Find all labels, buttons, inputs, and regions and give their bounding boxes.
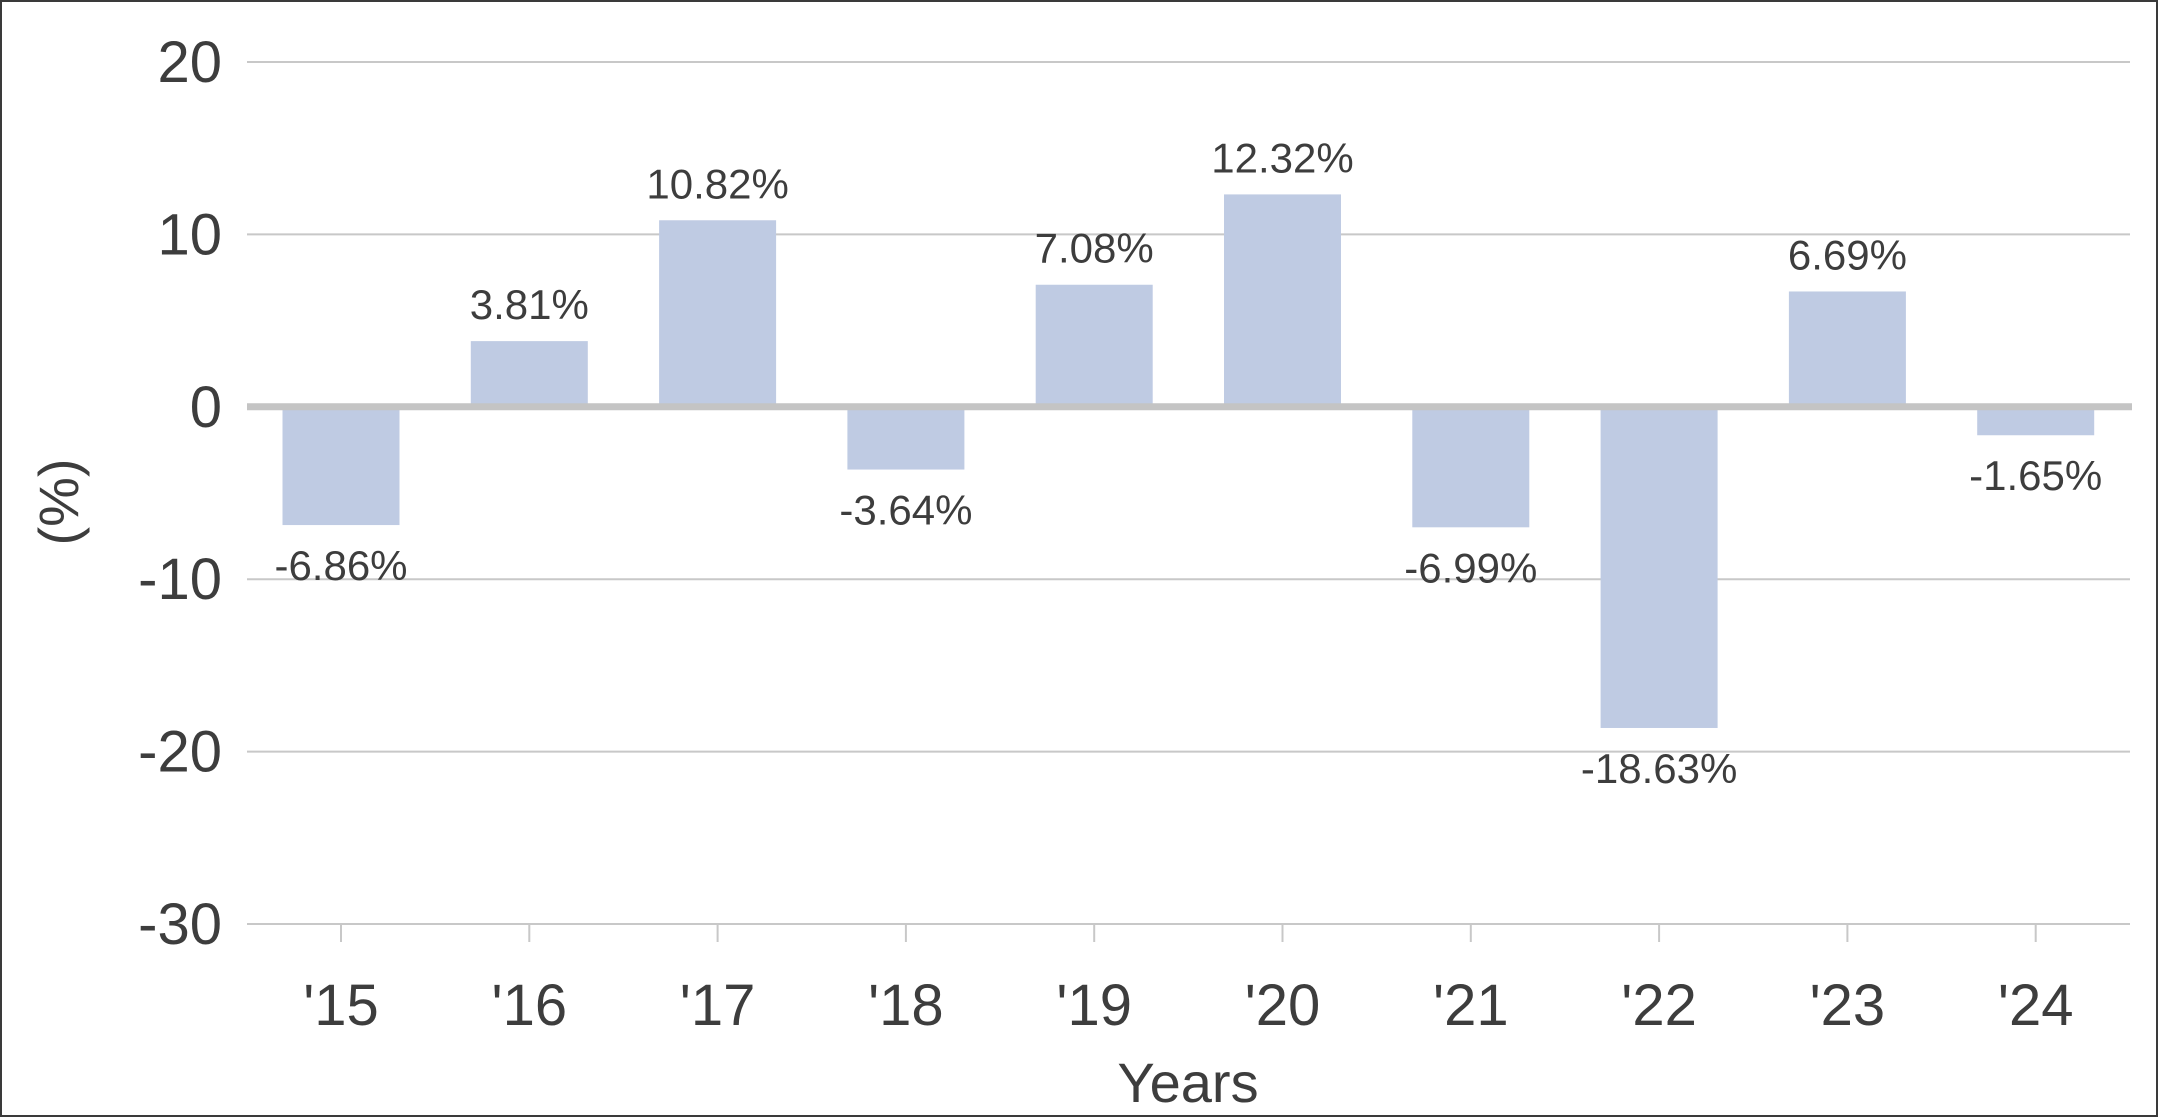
bar bbox=[470, 341, 588, 407]
bar bbox=[1977, 406, 2095, 436]
y-tick-label: -20 bbox=[138, 720, 222, 785]
bar bbox=[1600, 406, 1718, 728]
x-tick-label: '24 bbox=[1998, 973, 2074, 1038]
x-tick-label: '22 bbox=[1621, 973, 1697, 1038]
y-tick-label: 20 bbox=[157, 30, 222, 95]
y-tick-label: 10 bbox=[157, 202, 222, 267]
y-axis-title: (%) bbox=[27, 458, 90, 545]
y-tick-label: -30 bbox=[138, 892, 222, 957]
bars bbox=[282, 194, 2095, 728]
data-label: -1.65% bbox=[1969, 452, 2102, 499]
data-label: -18.63% bbox=[1581, 745, 1737, 792]
y-tick-label: 0 bbox=[190, 375, 222, 440]
x-tick-label: '15 bbox=[303, 973, 379, 1038]
data-label: -3.64% bbox=[839, 487, 972, 534]
data-label: 10.82% bbox=[646, 160, 788, 207]
gridlines bbox=[247, 61, 2130, 942]
x-tick-label: '16 bbox=[492, 973, 568, 1038]
x-tick-label: '21 bbox=[1433, 973, 1509, 1038]
data-label: 3.81% bbox=[470, 281, 589, 328]
x-tick-label: '18 bbox=[868, 973, 944, 1038]
bar bbox=[659, 220, 777, 407]
x-tick-label: '17 bbox=[680, 973, 756, 1038]
data-label: 6.69% bbox=[1788, 231, 1907, 278]
x-tick-label: '23 bbox=[1810, 973, 1886, 1038]
bar bbox=[282, 406, 400, 526]
data-label: 12.32% bbox=[1211, 134, 1353, 181]
x-tick-label: '19 bbox=[1056, 973, 1132, 1038]
data-label: -6.86% bbox=[274, 542, 407, 589]
data-labels: -6.86% 3.81% 10.82% -3.64% 7.08% 12.32% -6.99%… bbox=[274, 134, 2102, 792]
y-tick-labels: 20 10 0 -10 -20 -30 bbox=[138, 30, 222, 957]
x-tick-labels: '15 '16 '17 '18 '19 '20 '21 '22 '23 '24 bbox=[303, 973, 2073, 1038]
bar bbox=[1035, 284, 1153, 407]
x-axis-title: Years bbox=[1117, 1051, 1258, 1114]
bar bbox=[847, 406, 965, 470]
y-tick-label: -10 bbox=[138, 547, 222, 612]
bar bbox=[1412, 406, 1530, 528]
bar bbox=[1788, 291, 1906, 407]
data-label: 7.08% bbox=[1035, 225, 1154, 272]
bar bbox=[1224, 194, 1341, 407]
x-tick-label: '20 bbox=[1245, 973, 1321, 1038]
data-label: -6.99% bbox=[1404, 544, 1537, 591]
